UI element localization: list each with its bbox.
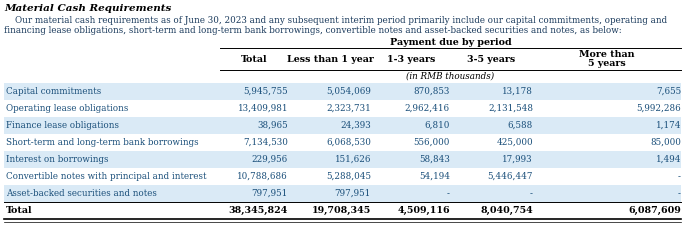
Text: 4,509,116: 4,509,116: [397, 206, 450, 215]
Text: Total: Total: [240, 55, 267, 64]
Text: Interest on borrowings: Interest on borrowings: [6, 155, 108, 164]
Text: 2,962,416: 2,962,416: [405, 104, 450, 113]
Bar: [4, 185, 681, 202]
Text: 1,494: 1,494: [656, 155, 681, 164]
Text: 5,054,069: 5,054,069: [326, 87, 371, 96]
Text: 19,708,345: 19,708,345: [312, 206, 371, 215]
Text: 870,853: 870,853: [414, 87, 450, 96]
Text: 797,951: 797,951: [335, 189, 371, 198]
Text: Material Cash Requirements: Material Cash Requirements: [4, 4, 171, 13]
Bar: [4, 151, 681, 168]
Text: 85,000: 85,000: [650, 138, 681, 147]
Text: Capital commitments: Capital commitments: [6, 87, 101, 96]
Text: 24,393: 24,393: [340, 121, 371, 130]
Text: Asset-backed securities and notes: Asset-backed securities and notes: [6, 189, 157, 198]
Text: 8,040,754: 8,040,754: [480, 206, 533, 215]
Text: -: -: [678, 172, 681, 181]
Text: 3-5 years: 3-5 years: [467, 55, 515, 64]
Text: 2,131,548: 2,131,548: [488, 104, 533, 113]
Text: 5,288,045: 5,288,045: [326, 172, 371, 181]
Text: 5,945,755: 5,945,755: [243, 87, 288, 96]
Text: Short-term and long-term bank borrowings: Short-term and long-term bank borrowings: [6, 138, 199, 147]
Text: Our material cash requirements as of June 30, 2023 and any subsequent interim pe: Our material cash requirements as of Jun…: [4, 16, 667, 25]
Text: Finance lease obligations: Finance lease obligations: [6, 121, 119, 130]
Text: More than: More than: [580, 50, 635, 59]
Text: 7,655: 7,655: [656, 87, 681, 96]
Text: -: -: [678, 189, 681, 198]
Text: 17,993: 17,993: [502, 155, 533, 164]
Text: 151,626: 151,626: [334, 155, 371, 164]
Text: 425,000: 425,000: [497, 138, 533, 147]
Text: Convertible notes with principal and interest: Convertible notes with principal and int…: [6, 172, 206, 181]
Text: 13,178: 13,178: [502, 87, 533, 96]
Text: 6,810: 6,810: [425, 121, 450, 130]
Text: Operating lease obligations: Operating lease obligations: [6, 104, 128, 113]
Text: 38,345,824: 38,345,824: [229, 206, 288, 215]
Text: 1,174: 1,174: [656, 121, 681, 130]
Text: 58,843: 58,843: [419, 155, 450, 164]
Text: -: -: [530, 189, 533, 198]
Text: 229,956: 229,956: [252, 155, 288, 164]
Bar: [4, 134, 681, 151]
Text: Payment due by period: Payment due by period: [390, 38, 511, 47]
Text: 2,323,731: 2,323,731: [326, 104, 371, 113]
Text: Less than 1 year: Less than 1 year: [286, 55, 373, 64]
Text: 5 years: 5 years: [588, 59, 626, 68]
Text: 5,992,286: 5,992,286: [636, 104, 681, 113]
Text: 797,951: 797,951: [252, 189, 288, 198]
Text: (in RMB thousands): (in RMB thousands): [406, 72, 495, 81]
Text: Total: Total: [6, 206, 33, 215]
Text: 6,068,530: 6,068,530: [326, 138, 371, 147]
Bar: [4, 168, 681, 185]
Text: -: -: [447, 189, 450, 198]
Text: financing lease obligations, short-term and long-term bank borrowings, convertib: financing lease obligations, short-term …: [4, 26, 622, 35]
Text: 556,000: 556,000: [414, 138, 450, 147]
Bar: [4, 83, 681, 100]
Text: 5,446,447: 5,446,447: [488, 172, 533, 181]
Text: 10,788,686: 10,788,686: [237, 172, 288, 181]
Text: 54,194: 54,194: [419, 172, 450, 181]
Bar: [4, 117, 681, 134]
Text: 6,588: 6,588: [508, 121, 533, 130]
Text: 7,134,530: 7,134,530: [243, 138, 288, 147]
Text: 38,965: 38,965: [258, 121, 288, 130]
Text: 13,409,981: 13,409,981: [238, 104, 288, 113]
Text: 1-3 years: 1-3 years: [387, 55, 435, 64]
Text: 6,087,609: 6,087,609: [628, 206, 681, 215]
Bar: [4, 100, 681, 117]
